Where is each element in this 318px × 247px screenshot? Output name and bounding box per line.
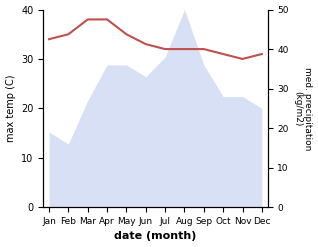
Y-axis label: max temp (C): max temp (C) (5, 75, 16, 142)
X-axis label: date (month): date (month) (114, 231, 197, 242)
Y-axis label: med. precipitation
(kg/m2): med. precipitation (kg/m2) (293, 67, 313, 150)
